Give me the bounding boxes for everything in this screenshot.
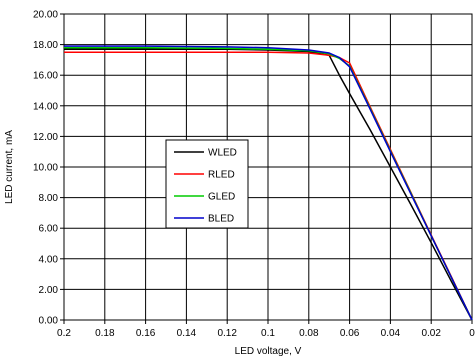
- x-tick-labels: 0.2 0.18 0.16 0.14 0.12 0.1 0.08 0.06 0.04 0.02 0: [57, 328, 475, 339]
- x-tick-label: 0.02: [421, 328, 441, 339]
- x-tick-label: 0: [469, 328, 475, 339]
- legend-box: [165, 139, 249, 229]
- y-tick-label: 2.00: [39, 285, 59, 296]
- x-tick-label: 0.14: [177, 328, 197, 339]
- x-tick-label: 0.06: [340, 328, 360, 339]
- legend-label: GLED: [208, 192, 235, 203]
- y-tick-label: 14.00: [33, 101, 58, 112]
- y-tick-label: 6.00: [39, 224, 59, 235]
- x-tick-label: 0.2: [57, 328, 71, 339]
- x-tick-label: 0.1: [261, 328, 275, 339]
- y-tick-label: 10.00: [33, 163, 58, 174]
- y-tick-label: 0.00: [39, 316, 59, 327]
- legend-label: WLED: [208, 148, 237, 159]
- y-tick-labels: 0.00 2.00 4.00 6.00 8.00 10.00 12.00 14.00 16.00…: [33, 10, 58, 327]
- y-tick-label: 20.00: [33, 10, 58, 21]
- x-tick-label: 0.12: [217, 328, 237, 339]
- legend: WLED RLED GLED BLED: [165, 139, 249, 229]
- y-tick-label: 16.00: [33, 71, 58, 82]
- series-line-wled: [64, 48, 473, 321]
- y-axis-title: LED current, mA: [4, 130, 15, 204]
- y-tick-label: 12.00: [33, 132, 58, 143]
- series-line-bled: [64, 45, 473, 321]
- plot-area: [63, 13, 473, 321]
- legend-label: BLED: [208, 214, 234, 225]
- series-lines: [64, 45, 473, 321]
- x-axis-title: LED voltage, V: [235, 346, 302, 356]
- x-tick-label: 0.08: [299, 328, 319, 339]
- gridlines: [60, 13, 473, 324]
- y-tick-label: 18.00: [33, 40, 58, 51]
- x-tick-label: 0.18: [95, 328, 115, 339]
- legend-label: RLED: [208, 170, 235, 181]
- y-tick-label: 8.00: [39, 193, 59, 204]
- x-tick-label: 0.04: [381, 328, 401, 339]
- y-tick-label: 4.00: [39, 254, 59, 265]
- x-tick-label: 0.16: [136, 328, 156, 339]
